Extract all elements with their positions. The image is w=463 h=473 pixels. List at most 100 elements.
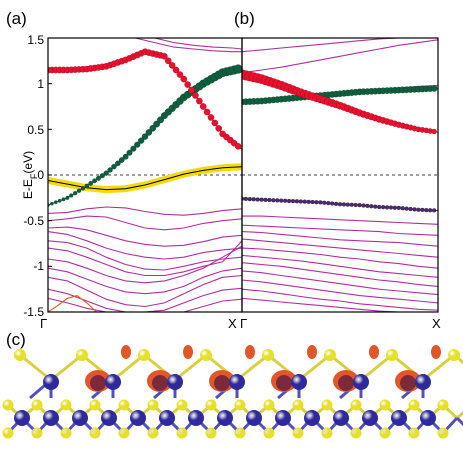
metal-atom [415,374,431,390]
sulfur-atom [437,427,449,439]
band-marker [424,207,429,213]
band-marker [282,198,288,203]
sulfur-atom [321,399,333,411]
band-series-line [242,238,438,258]
bond [112,353,145,382]
band-marker [176,71,184,78]
band-marker [61,197,66,202]
sulfur-atom [118,427,130,439]
sulfur-atom [60,399,72,411]
sulfur-atom [379,399,391,411]
band-marker [337,202,343,207]
metal-atom [130,410,146,426]
kpoint-label-gamma-b: Γ [240,316,247,331]
band-marker [431,128,437,135]
sulfur-atom [386,349,398,361]
band-marker [134,141,141,148]
metal-atom [353,374,369,390]
sulfur-atom [234,399,246,411]
band-marker [271,198,276,203]
band-marker [76,188,82,193]
band-marker [153,120,161,128]
band-marker [72,190,78,196]
band-series-line [48,274,242,308]
charge-density-lobe [338,375,354,391]
charge-density-lobe [183,345,193,359]
sulfur-atom [147,399,159,411]
sulfur-atom [200,349,212,361]
bond [50,353,83,382]
band-series-line [48,206,242,216]
band-marker [408,206,413,212]
band-series-line [154,38,242,50]
sulfur-atom [31,399,43,411]
band-series-line [48,215,242,231]
band-marker [199,103,207,110]
metal-atom [167,374,183,390]
band-marker [306,199,311,205]
sulfur-atom [89,399,101,411]
band-lines [242,38,438,312]
sulfur-atom [205,399,217,411]
band-series-line [48,240,242,277]
charge-density-lobe [369,345,379,359]
band-plot-a [48,37,242,313]
band-marker [329,201,335,206]
band-marker [380,204,386,210]
sulfur-atom [448,349,460,361]
band-marker [50,201,54,206]
kpoint-label-x-b: X [432,316,441,331]
metal-atom [43,374,59,390]
metal-atom [217,410,233,426]
band-series-line [242,279,438,304]
band-marker [392,205,398,210]
band-marker [255,197,260,202]
metal-atom [72,410,88,426]
band-marker [84,183,90,189]
sulfur-atom [2,399,14,411]
kpoint-label-x-a: X [228,316,237,331]
band-series-line [48,267,242,295]
band-marker [111,163,117,170]
metal-atom [420,410,436,426]
band-marker [233,64,242,74]
bond [19,353,52,382]
band-marker [353,202,358,208]
y-tick-label: 0.5 [27,123,44,137]
band-series-line [48,166,242,191]
band-marker [377,204,382,210]
y-axis-title: E-EF(eV) [21,151,39,199]
band-series-line [242,262,438,287]
sulfur-atom [321,427,333,439]
y-tick-labels: 1.5 1 0.5 0 -0.5 -1 -1.5 [23,33,44,319]
band-marker [114,160,121,167]
sulfur-atom [262,349,274,361]
band-marker [400,206,405,211]
bond [453,353,463,365]
band-marker [279,198,284,203]
band-series-line [242,254,438,278]
charge-density-lobe [431,345,441,359]
band-series-line [48,226,242,247]
metal-atom [333,410,349,426]
sulfur-atom [60,427,72,439]
band-marker [420,207,425,213]
band-marker [65,195,70,200]
band-marker [373,204,378,209]
band-lines [48,38,242,312]
bond [360,353,393,382]
metal-atom [43,410,59,426]
band-marker [314,200,319,205]
metal-atom [391,410,407,426]
charge-density-lobe [245,345,255,359]
band-series-line [242,38,438,53]
band-marker [341,202,347,207]
band-series-line [48,245,242,284]
panel-label-a: (a) [6,9,27,28]
sulfur-atom [14,349,26,361]
metal-atom [275,410,291,426]
bond [422,353,455,382]
band-marker [107,167,113,173]
charge-density-lobe [276,375,292,391]
band-marker [357,202,362,208]
